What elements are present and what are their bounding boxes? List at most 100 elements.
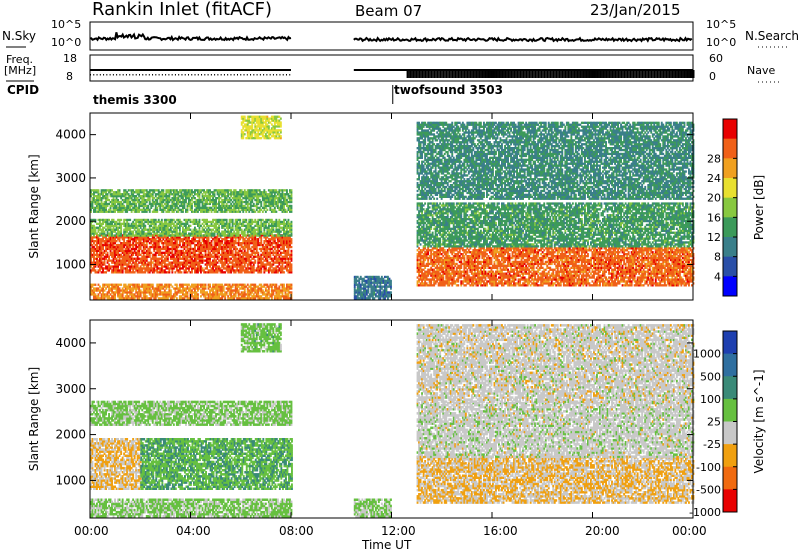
echo-cell	[102, 246, 104, 248]
nave-bar	[550, 70, 552, 78]
nave-bar	[511, 70, 513, 78]
nave-bar	[616, 70, 618, 78]
nave-bar	[654, 70, 656, 78]
nave-bar	[578, 70, 580, 78]
echo-cell	[265, 191, 267, 193]
echo-cell	[138, 250, 140, 252]
echo-cell	[266, 258, 268, 260]
echo-cell	[146, 295, 148, 297]
echo-cell	[167, 258, 169, 260]
heatmap-panel-1: 1000200030004000Slant Range [km]48121620…	[27, 113, 766, 300]
echo-cell	[155, 254, 157, 256]
nave-bar	[670, 70, 672, 78]
nave-bar	[630, 70, 632, 78]
nave-bar	[672, 70, 674, 78]
nave-dot	[191, 74, 192, 76]
nave-bar	[569, 70, 571, 78]
nave-bar	[449, 70, 451, 78]
nave-bar	[556, 70, 558, 78]
echo-cell	[149, 197, 151, 199]
nave-bar	[512, 70, 514, 78]
nave-bar	[517, 70, 519, 78]
nave-bar	[648, 70, 650, 78]
nave-bar	[594, 70, 596, 78]
echo-cell	[149, 209, 151, 211]
echo-cell	[122, 293, 124, 295]
nave-bar	[557, 70, 559, 78]
echo-cell	[107, 193, 109, 195]
nave-dot	[224, 74, 225, 76]
nave-dot	[159, 74, 160, 76]
echo-cell	[202, 262, 204, 264]
nave-bar	[468, 70, 470, 78]
nave-bar	[553, 70, 555, 78]
nave-bar	[446, 70, 448, 78]
echo-cell	[158, 219, 160, 221]
echo-cell	[107, 252, 109, 254]
nave-dot	[237, 74, 238, 76]
echo-cell	[260, 269, 262, 271]
echo-cell	[150, 289, 152, 291]
echo-cell	[167, 297, 169, 299]
nave-dot	[178, 74, 179, 76]
nave-bar	[559, 70, 561, 78]
nave-bar	[595, 70, 597, 78]
echo-cell	[132, 254, 134, 256]
nave-bar	[565, 70, 567, 78]
echo-cell	[191, 205, 193, 207]
echo-cell	[187, 209, 189, 211]
nave-bar	[473, 70, 475, 78]
nave-bar	[474, 70, 476, 78]
echo-cell	[98, 189, 100, 191]
nave-bar	[414, 70, 416, 78]
nave-dot	[188, 74, 189, 76]
nave-bar	[544, 70, 546, 78]
nave-dot	[172, 74, 173, 76]
nave-bar	[684, 70, 686, 78]
echo-cell	[152, 205, 154, 207]
echo-cell	[291, 254, 293, 256]
nave-bar	[583, 70, 585, 78]
nave-bar	[416, 70, 418, 78]
nave-bar	[429, 70, 431, 78]
echo-cell	[238, 233, 240, 235]
nave-bar	[447, 70, 449, 78]
echo-cell	[119, 287, 121, 289]
nave-bar	[685, 70, 687, 78]
echo-cell	[247, 250, 249, 252]
echo-cell	[152, 284, 154, 286]
echo-cell	[232, 219, 234, 221]
echo-cell	[190, 225, 192, 227]
echo-cell	[256, 246, 258, 248]
nave-bar	[566, 70, 568, 78]
nave-bar	[435, 70, 437, 78]
echo-cell	[199, 193, 201, 195]
nave-dot	[273, 74, 274, 76]
nave-bar	[496, 70, 498, 78]
echo-cell	[232, 250, 234, 252]
nave-bar	[572, 70, 574, 78]
nave-bar	[666, 70, 668, 78]
echo-cell	[291, 265, 293, 267]
echo-cell	[196, 219, 198, 221]
echo-cell	[283, 246, 285, 248]
nave-dot	[286, 74, 287, 76]
nave-dot	[201, 74, 202, 76]
nave-bar	[425, 70, 427, 78]
echo-cell	[171, 250, 173, 252]
echo-cell	[98, 293, 100, 295]
nave-bar	[586, 70, 588, 78]
nave-bar	[642, 70, 644, 78]
nave-bar	[541, 70, 543, 78]
nave-bar	[624, 70, 626, 78]
echo-cell	[113, 219, 115, 221]
nave-bar	[520, 70, 522, 78]
nave-dot	[132, 74, 133, 76]
nave-bar	[417, 70, 419, 78]
echo-cell	[120, 225, 122, 227]
nave-bar	[625, 70, 627, 78]
echo-cell	[104, 289, 106, 291]
nave-bar	[619, 70, 621, 78]
echo-cell	[122, 269, 124, 271]
echo-cell	[218, 225, 220, 227]
